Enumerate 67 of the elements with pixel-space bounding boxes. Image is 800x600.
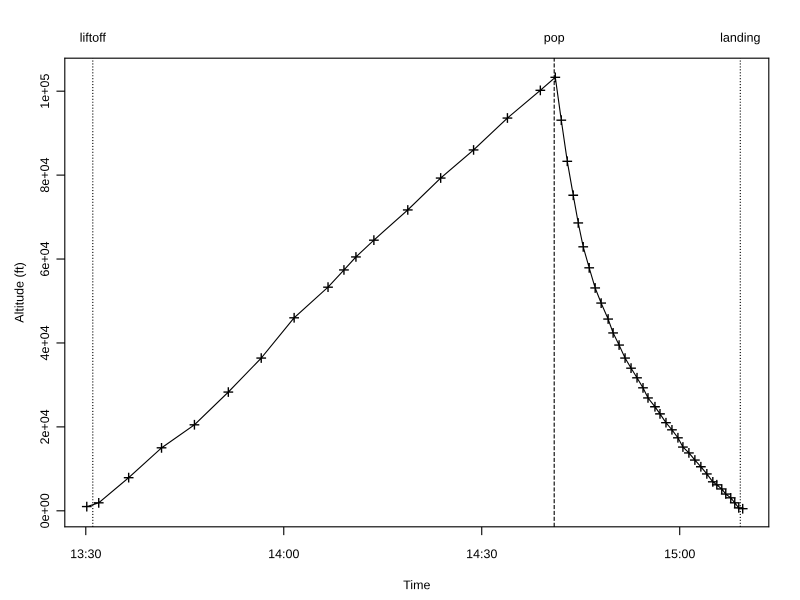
point (123, 472, 134, 484)
point (725, 492, 736, 504)
point (562, 156, 573, 167)
y-tick-label: 2e+04 (40, 410, 50, 444)
point (608, 327, 619, 338)
y-axis-title: Altitude (ft) (14, 263, 26, 323)
point (556, 114, 567, 126)
point (435, 172, 446, 184)
ref-line-label: liftoff (80, 32, 106, 42)
y-tick-label: 4e+04 (40, 326, 50, 360)
point (572, 217, 584, 228)
x-tick-label: 14:00 (269, 549, 299, 558)
point (322, 282, 334, 293)
point (689, 454, 700, 466)
point (350, 251, 362, 262)
point (468, 144, 480, 156)
point (338, 264, 350, 276)
point (701, 468, 712, 480)
point (222, 386, 234, 398)
point (677, 441, 688, 453)
x-tick-label: 13:30 (71, 549, 101, 558)
point (590, 282, 601, 294)
point (502, 112, 513, 124)
y-tick-label: 8e+04 (40, 158, 50, 192)
x-axis-title: Time (403, 580, 430, 590)
point (614, 340, 625, 351)
point (93, 497, 104, 508)
x-tick-label: 15:00 (665, 549, 695, 558)
point (649, 401, 661, 412)
point (729, 497, 740, 508)
point (402, 204, 414, 216)
point (188, 419, 200, 430)
y-tick-label: 0e+00 (40, 494, 50, 528)
point (695, 461, 706, 472)
point (720, 488, 732, 500)
point (660, 417, 672, 428)
ref-line-label: landing (720, 32, 760, 44)
point (733, 502, 744, 514)
y-tick-label: 6e+04 (40, 242, 50, 276)
point (631, 372, 643, 384)
point (368, 234, 380, 246)
point (672, 432, 684, 444)
point (711, 479, 722, 490)
point (568, 190, 579, 201)
point (625, 362, 637, 374)
point (683, 447, 694, 458)
point (654, 408, 666, 420)
point (737, 503, 748, 514)
point (534, 84, 546, 96)
point (666, 424, 678, 436)
point (584, 262, 595, 274)
point (642, 392, 654, 404)
point (550, 72, 561, 83)
point (81, 501, 92, 512)
point (288, 312, 300, 324)
point (602, 313, 614, 325)
point (256, 352, 267, 364)
point (156, 442, 168, 454)
point (596, 298, 607, 309)
point (578, 241, 589, 252)
x-tick-label: 14:30 (467, 549, 497, 558)
point (716, 483, 728, 495)
point (707, 476, 718, 488)
point (620, 352, 631, 364)
point (637, 382, 649, 394)
y-tick-label: 1e+05 (40, 74, 50, 108)
ref-line-label: pop (544, 34, 564, 44)
